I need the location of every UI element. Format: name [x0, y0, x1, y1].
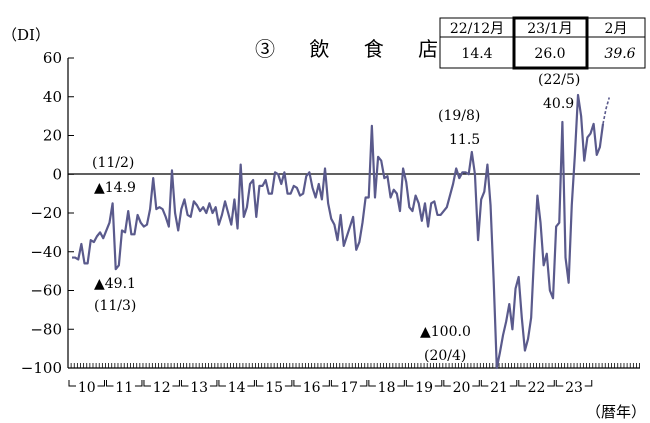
x-tick-label: 21	[490, 380, 508, 396]
y-tick-label: 60	[43, 49, 62, 67]
x-bracket-left	[180, 380, 189, 387]
x-tick-label: 14	[228, 380, 246, 396]
annotation-label-11-2: (11/2)	[92, 155, 134, 171]
x-bracket-right	[509, 380, 518, 387]
annotation-label-11-3: (11/3)	[94, 298, 136, 314]
y-tick-label: −80	[30, 320, 62, 338]
x-year-bracket: 18	[368, 380, 405, 396]
x-bracket-left	[480, 380, 489, 387]
x-tick-label: 16	[303, 380, 321, 396]
annotation-label-19-8: (19/8)	[438, 108, 480, 124]
table-highlight	[512, 16, 589, 70]
x-tick-label: 20	[453, 380, 471, 396]
table-value-feb: 39.6	[604, 46, 635, 62]
x-tick-label: 18	[378, 380, 396, 396]
x-bracket-right	[134, 380, 143, 387]
x-bracket-left	[68, 380, 76, 387]
annotation-value-19-8: 11.5	[449, 132, 480, 148]
x-bracket-right	[97, 380, 105, 387]
x-year-bracket: 11	[105, 380, 143, 396]
x-bracket-right	[172, 380, 180, 387]
chart-title: ③ 飲 食 店	[255, 37, 452, 61]
y-tick-label: 20	[43, 127, 62, 145]
x-year-bracket: 12	[143, 380, 180, 396]
x-bracket-right	[584, 380, 593, 387]
table-value-dec: 14.4	[461, 46, 492, 62]
x-bracket-left	[368, 380, 376, 387]
x-bracket-left	[443, 380, 451, 387]
x-axis-label: （暦年）	[586, 403, 646, 421]
x-year-bracket: 10	[68, 380, 105, 396]
x-bracket-left	[293, 380, 301, 387]
x-tick-label: 19	[415, 380, 433, 396]
x-year-bracket: 21	[480, 380, 518, 396]
table-value-jan: 26.0	[534, 46, 565, 62]
x-tick-label: 15	[265, 380, 283, 396]
x-bracket-right	[359, 380, 368, 387]
x-year-bracket: 22	[518, 380, 555, 396]
series-di	[72, 93, 611, 370]
y-axis: 60 40 20 0 −20 −40 −60 −80 −100	[21, 49, 74, 377]
annotation-value-11-3: ▲49.1	[94, 276, 136, 292]
x-bracket-left	[330, 380, 339, 387]
annotation-label-20-4: (20/4)	[424, 348, 466, 364]
annotation-value-22-5: 40.9	[543, 96, 574, 112]
x-tick-label: 13	[190, 380, 208, 396]
x-bracket-right	[284, 380, 293, 387]
x-bracket-right	[397, 380, 405, 387]
x-tick-label: 17	[340, 380, 358, 396]
x-year-bracket: 19	[405, 380, 443, 396]
x-bracket-right	[209, 380, 218, 387]
x-bracket-right	[547, 380, 555, 387]
x-bracket-left	[255, 380, 264, 387]
x-bracket-left	[555, 380, 564, 387]
x-bracket-left	[518, 380, 526, 387]
y-tick-label: −100	[21, 359, 62, 377]
table-header-dec: 22/12月	[450, 21, 504, 37]
data-table: 22/12月 23/1月 2月 14.4 26.0 39.6	[439, 16, 646, 70]
x-year-bracket: 16	[293, 380, 330, 396]
x-tick-label: 23	[565, 380, 583, 396]
y-tick-label: −60	[30, 282, 62, 300]
series-forecast-line	[602, 97, 611, 125]
table-header-jan: 23/1月	[527, 21, 572, 37]
x-bracket-right	[472, 380, 480, 387]
x-bracket-right	[434, 380, 443, 387]
x-bracket-left	[405, 380, 414, 387]
y-tick-label: −40	[30, 243, 62, 261]
x-tick-label: 22	[528, 380, 546, 396]
x-bracket-left	[143, 380, 151, 387]
x-bracket-left	[218, 380, 226, 387]
annotation-value-20-4: ▲100.0	[420, 324, 471, 340]
x-year-bracket: 20	[443, 380, 480, 396]
x-year-bracket: 23	[555, 380, 593, 396]
x-tick-label: 12	[153, 380, 171, 396]
x-axis: 10 11 12 13 14 15 16 17 18 19 20 21 22 23	[67, 363, 641, 396]
x-bracket-right	[247, 380, 255, 387]
series-line	[72, 93, 605, 370]
x-year-bracket: 13	[180, 380, 218, 396]
x-bracket-left	[105, 380, 114, 387]
annotation-label-22-5: (22/5)	[538, 72, 580, 88]
x-tick-label: 11	[115, 380, 133, 396]
table-header-feb: 2月	[605, 21, 628, 37]
y-tick-label: 40	[43, 88, 62, 106]
y-tick-label: −20	[30, 204, 62, 222]
x-tick-label: 10	[78, 380, 96, 396]
annotations: (11/2) ▲14.9 ▲49.1 (11/3) (19/8) 11.5 ▲1…	[92, 72, 580, 364]
x-year-bracket: 17	[330, 380, 368, 396]
y-tick-label: 0	[52, 165, 62, 183]
x-bracket-right	[322, 380, 330, 387]
x-year-bracket: 14	[218, 380, 255, 396]
annotation-value-11-2: ▲14.9	[94, 180, 136, 196]
x-year-bracket: 15	[255, 380, 293, 396]
y-axis-label: （DI）	[2, 26, 50, 44]
